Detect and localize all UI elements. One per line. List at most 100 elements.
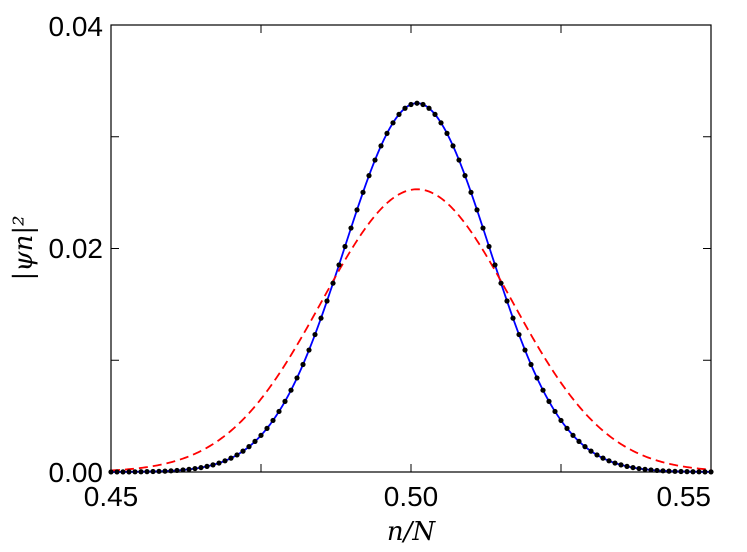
data-point: [654, 467, 660, 474]
y-tick-label-2: 0.04: [49, 11, 104, 42]
data-point: [306, 347, 312, 353]
data-point: [600, 455, 606, 461]
data-point: [702, 469, 708, 475]
data-point: [114, 469, 120, 475]
data-point: [204, 463, 210, 469]
data-point: [510, 315, 516, 321]
data-point: [690, 469, 696, 475]
data-point: [390, 120, 396, 126]
series-line-dashed: [110, 188, 712, 472]
data-point: [252, 438, 258, 445]
data-point: [492, 262, 498, 268]
data-point: [522, 347, 528, 353]
data-point: [504, 298, 510, 304]
data-point: [624, 463, 630, 469]
data-point: [570, 432, 576, 438]
data-point: [222, 458, 228, 464]
data-point: [606, 458, 612, 464]
data-point: [462, 173, 468, 179]
data-point: [300, 361, 306, 368]
x-tick-label-2: 0.55: [657, 481, 712, 512]
data-point: [186, 466, 192, 472]
data-point: [132, 469, 138, 475]
data-point: [264, 425, 270, 431]
data-point: [594, 452, 600, 458]
data-point: [708, 469, 714, 475]
data-point: [666, 468, 672, 474]
data-point: [648, 467, 654, 473]
data-point: [126, 469, 132, 475]
x-tick-label-1: 0.50: [384, 481, 439, 512]
data-point: [672, 468, 678, 474]
data-point: [564, 425, 570, 431]
data-point: [576, 438, 582, 445]
data-point: [288, 387, 294, 393]
data-point: [174, 467, 180, 474]
data-point: [324, 298, 330, 304]
data-point: [294, 375, 300, 381]
data-point: [168, 468, 174, 474]
tick-marks: [110, 24, 712, 473]
data-point: [150, 468, 156, 475]
data-point: [120, 469, 126, 475]
series-layer: [108, 100, 714, 475]
data-point: [642, 466, 648, 472]
data-point: [414, 100, 420, 106]
data-point: [660, 468, 666, 474]
data-point: [348, 225, 354, 231]
data-point: [378, 143, 384, 149]
data-point: [318, 315, 324, 321]
data-point: [276, 408, 282, 415]
data-point: [144, 469, 150, 475]
data-point: [486, 243, 492, 250]
data-point: [516, 331, 522, 338]
data-point: [546, 398, 552, 404]
data-point: [552, 408, 558, 415]
data-point: [456, 157, 462, 163]
data-point: [450, 143, 456, 149]
data-point: [678, 468, 684, 475]
data-point: [216, 460, 222, 466]
data-point: [630, 464, 636, 471]
series-line-solid: [110, 102, 712, 473]
data-point: [468, 189, 474, 195]
data-point: [534, 375, 540, 381]
plot-frame: [110, 24, 712, 473]
data-point: [480, 225, 486, 231]
y-tick-label-0: 0.00: [49, 457, 104, 488]
data-point: [330, 280, 336, 286]
x-axis-label: n/N: [387, 517, 437, 547]
data-point: [336, 262, 342, 268]
data-point: [684, 469, 690, 475]
y-tick-label-1: 0.02: [49, 233, 104, 264]
data-point: [528, 361, 534, 368]
data-point: [210, 462, 216, 468]
data-point: [474, 207, 480, 213]
data-point: [384, 130, 390, 136]
data-point: [432, 111, 438, 117]
data-point: [498, 280, 504, 286]
data-point: [396, 111, 402, 117]
data-point: [426, 105, 432, 111]
data-point: [372, 157, 378, 163]
data-point: [162, 468, 168, 474]
data-point: [138, 469, 144, 475]
data-point: [588, 448, 594, 454]
data-point: [420, 101, 426, 108]
data-point: [366, 173, 372, 179]
data-point: [540, 387, 546, 393]
data-point: [696, 469, 702, 475]
data-point: [282, 398, 288, 404]
data-point: [270, 417, 276, 424]
data-point: [438, 120, 444, 126]
data-point: [618, 462, 624, 468]
data-point: [612, 460, 618, 466]
data-point: [354, 207, 360, 213]
data-point: [240, 448, 246, 454]
data-point: [198, 464, 204, 471]
data-point: [408, 101, 414, 108]
data-point: [558, 417, 564, 424]
data-point: [402, 105, 408, 111]
data-point: [228, 455, 234, 461]
x-tick-label-0: 0.45: [84, 481, 139, 512]
